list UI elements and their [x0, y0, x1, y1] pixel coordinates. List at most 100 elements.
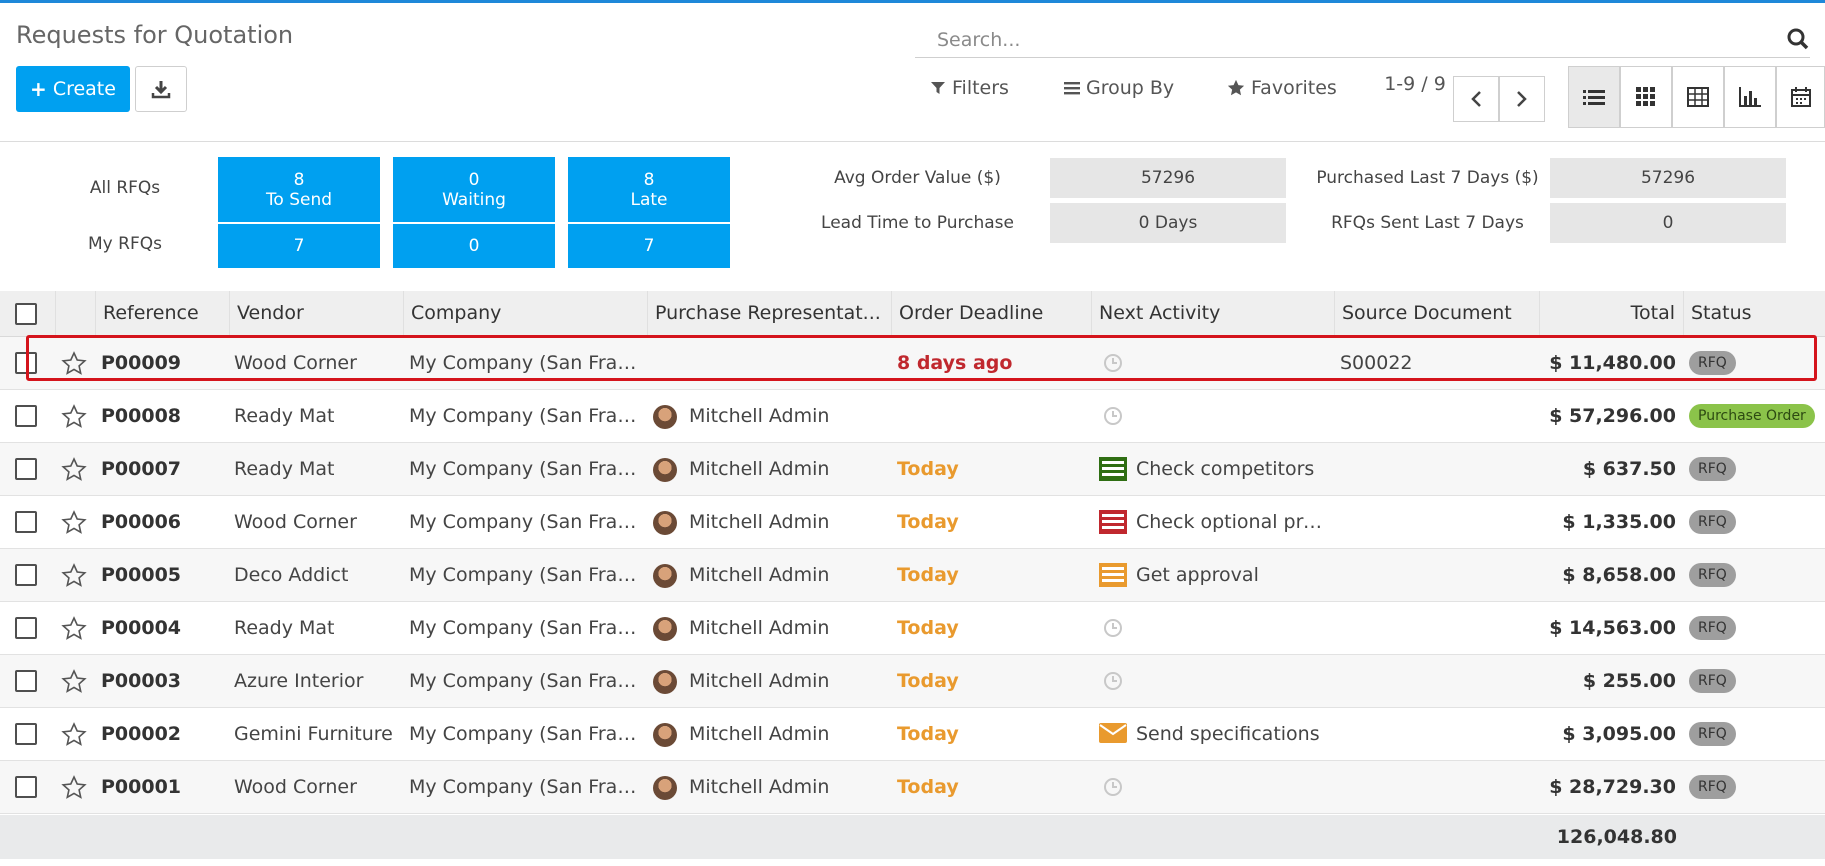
cell-vendor: Azure Interior [234, 670, 364, 692]
graph-view-button[interactable] [1724, 66, 1776, 128]
cell-source-document [1340, 708, 1535, 760]
star-icon[interactable] [61, 616, 87, 640]
cell-order-deadline: Today [897, 723, 959, 745]
header-purchase-representative[interactable]: Purchase Representat... [647, 291, 891, 336]
pager-next-button[interactable] [1499, 76, 1545, 122]
tile-all-late[interactable]: 8 Late [568, 157, 730, 222]
status-badge: Purchase Order [1689, 404, 1815, 428]
cell-reference: P00006 [101, 511, 182, 533]
tile-value: 8 [293, 169, 305, 190]
star-icon [1227, 79, 1245, 96]
tile-all-waiting[interactable]: 0 Waiting [393, 157, 555, 222]
table-row[interactable]: P00003 Azure Interior My Company (San Fran… [0, 655, 1825, 708]
select-all-checkbox[interactable] [15, 303, 37, 325]
todo-red-icon[interactable] [1099, 510, 1127, 534]
control-panel: Requests for Quotation + Create Filters … [0, 3, 1825, 142]
clock-icon[interactable] [1103, 353, 1123, 373]
table-row[interactable]: P00007 Ready Mat My Company (San Fran... Mi… [0, 443, 1825, 496]
star-icon[interactable] [61, 351, 87, 375]
header-vendor[interactable]: Vendor [229, 291, 403, 336]
cell-purchase-representative: Mitchell Admin [689, 458, 830, 480]
star-icon[interactable] [61, 457, 87, 481]
envelope-icon[interactable] [1099, 722, 1127, 746]
kanban-view-button[interactable] [1620, 66, 1672, 128]
clock-icon[interactable] [1103, 777, 1123, 797]
cell-total: $ 28,729.30 [1549, 776, 1676, 798]
avatar [653, 670, 677, 694]
search-input[interactable] [935, 21, 1759, 59]
cell-company: My Company (San Fran... [409, 405, 644, 427]
clock-icon[interactable] [1103, 406, 1123, 426]
row-checkbox[interactable] [15, 564, 37, 586]
table-row[interactable]: P00001 Wood Corner My Company (San Fran...… [0, 761, 1825, 814]
chevron-left-icon [1471, 91, 1481, 107]
header-reference[interactable]: Reference [95, 291, 229, 336]
table-row[interactable]: P00002 Gemini Furniture My Company (San Fr… [0, 708, 1825, 761]
star-icon[interactable] [61, 510, 87, 534]
filter-icon [931, 82, 945, 94]
cell-order-deadline: Today [897, 564, 959, 586]
row-checkbox[interactable] [15, 776, 37, 798]
star-icon[interactable] [61, 722, 87, 746]
tile-my-to-send[interactable]: 7 [218, 224, 380, 268]
table-row[interactable]: P00009 Wood Corner My Company (San Fran...… [0, 337, 1825, 390]
row-checkbox[interactable] [15, 405, 37, 427]
todo-orange-icon[interactable] [1099, 563, 1127, 587]
row-checkbox[interactable] [15, 723, 37, 745]
header-total[interactable]: Total [1539, 291, 1683, 336]
star-icon[interactable] [61, 775, 87, 799]
clock-icon[interactable] [1103, 671, 1123, 691]
row-checkbox[interactable] [15, 511, 37, 533]
header-status[interactable]: Status [1683, 291, 1825, 336]
tile-my-waiting[interactable]: 0 [393, 224, 555, 268]
header-next-activity[interactable]: Next Activity [1091, 291, 1334, 336]
pivot-view-button[interactable] [1672, 66, 1724, 128]
create-button[interactable]: + Create [16, 66, 130, 112]
row-checkbox[interactable] [15, 617, 37, 639]
cell-next-activity: Check optional pro... [1136, 511, 1331, 533]
cell-reference: P00005 [101, 564, 182, 586]
purchased-last-7-days-value: 57296 [1550, 158, 1786, 198]
cell-purchase-representative: Mitchell Admin [689, 511, 830, 533]
tile-all-to-send[interactable]: 8 To Send [218, 157, 380, 222]
group-by-button[interactable]: Group By [1064, 77, 1174, 99]
cell-next-activity [1136, 655, 1331, 707]
cell-reference: P00008 [101, 405, 182, 427]
table-row[interactable]: P00006 Wood Corner My Company (San Fran...… [0, 496, 1825, 549]
header-order-deadline[interactable]: Order Deadline [891, 291, 1091, 336]
calendar-view-button[interactable] [1776, 66, 1825, 128]
star-icon[interactable] [61, 563, 87, 587]
chevron-right-icon [1517, 91, 1527, 107]
star-icon[interactable] [61, 669, 87, 693]
favorites-button[interactable]: Favorites [1227, 77, 1337, 99]
table-row[interactable]: P00005 Deco Addict My Company (San Fran...… [0, 549, 1825, 602]
list-view-button[interactable] [1568, 66, 1620, 128]
status-badge: RFQ [1689, 510, 1736, 534]
row-checkbox[interactable] [15, 670, 37, 692]
table-row[interactable]: P00008 Ready Mat My Company (San Fran... Mi… [0, 390, 1825, 443]
lead-time-value: 0 Days [1050, 203, 1286, 243]
todo-green-icon[interactable] [1099, 457, 1127, 481]
star-icon[interactable] [61, 404, 87, 428]
cell-total: $ 3,095.00 [1562, 723, 1676, 745]
filters-button[interactable]: Filters [930, 77, 1009, 99]
cell-order-deadline: Today [897, 776, 959, 798]
avatar [653, 617, 677, 641]
pivot-icon [1687, 87, 1709, 107]
tile-my-late[interactable]: 7 [568, 224, 730, 268]
pager-previous-button[interactable] [1453, 76, 1499, 122]
table-row[interactable]: P00004 Ready Mat My Company (San Fran... Mi… [0, 602, 1825, 655]
header-source-document[interactable]: Source Document [1334, 291, 1539, 336]
cell-company: My Company (San Fran... [409, 458, 644, 480]
download-button[interactable] [135, 66, 187, 112]
clock-icon[interactable] [1103, 618, 1123, 638]
pager-value[interactable]: 1-9 / 9 [1384, 73, 1446, 95]
all-rfqs-label: All RFQs [89, 178, 161, 198]
cell-reference: P00007 [101, 458, 182, 480]
status-badge: RFQ [1689, 669, 1736, 693]
row-checkbox[interactable] [15, 458, 37, 480]
search-icon[interactable] [1786, 27, 1810, 51]
avg-order-value-label: Avg Order Value ($) [834, 168, 1001, 188]
header-company[interactable]: Company [403, 291, 647, 336]
cell-total: $ 14,563.00 [1549, 617, 1676, 639]
